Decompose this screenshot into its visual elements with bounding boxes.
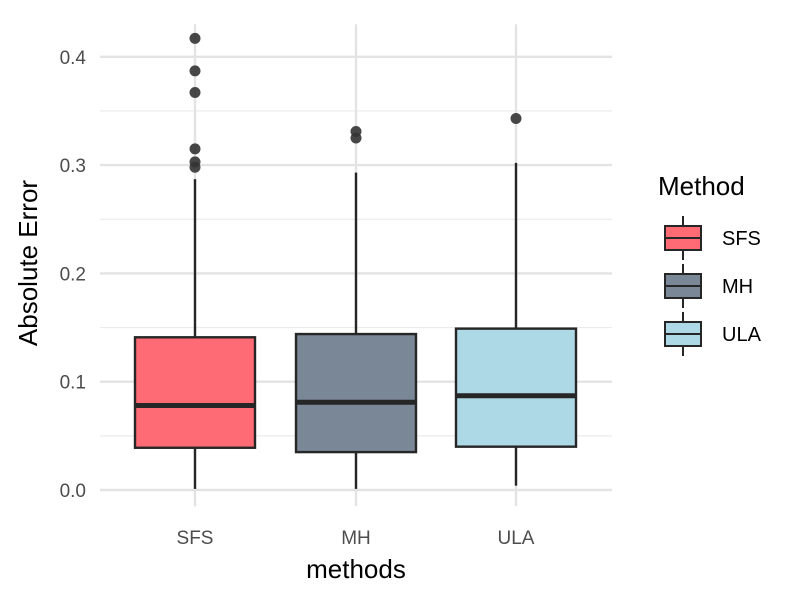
- box-sfs: [133, 32, 257, 489]
- legend-title: Method: [658, 171, 745, 201]
- box-body: [454, 327, 578, 448]
- legend-key-mh: MH: [664, 264, 753, 308]
- legend-label: SFS: [722, 228, 761, 250]
- y-tick-label: 0.2: [60, 264, 86, 285]
- x-axis-tick-labels: SFS MH ULA: [177, 528, 535, 549]
- y-axis-title: Absolute Error: [13, 180, 43, 347]
- outlier-point: [510, 113, 522, 125]
- x-tick-label: MH: [341, 528, 371, 549]
- y-tick-label: 0.0: [60, 481, 86, 502]
- x-axis-title: methods: [306, 554, 406, 584]
- legend-label: MH: [722, 276, 753, 298]
- outlier-point: [350, 126, 362, 138]
- outlier-point: [189, 87, 201, 99]
- boxes: [133, 32, 578, 489]
- y-tick-label: 0.4: [60, 48, 87, 69]
- box-body: [133, 336, 257, 449]
- legend: Method SFS MH ULA: [658, 171, 762, 356]
- box-ula: [454, 113, 578, 486]
- legend-key-sfs: SFS: [664, 216, 761, 260]
- legend-key-ula: ULA: [664, 312, 762, 356]
- outlier-point: [189, 65, 201, 77]
- outlier-point: [189, 143, 201, 155]
- y-axis-tick-labels: 0.0 0.1 0.2 0.3 0.4: [60, 48, 87, 502]
- box-mh: [294, 126, 418, 489]
- legend-label: ULA: [722, 324, 762, 346]
- box-body: [294, 332, 418, 454]
- outlier-point: [189, 156, 201, 168]
- outlier-point: [189, 32, 201, 44]
- y-tick-label: 0.3: [60, 156, 86, 177]
- x-tick-label: ULA: [498, 528, 535, 549]
- y-tick-label: 0.1: [60, 373, 86, 394]
- x-tick-label: SFS: [177, 528, 214, 549]
